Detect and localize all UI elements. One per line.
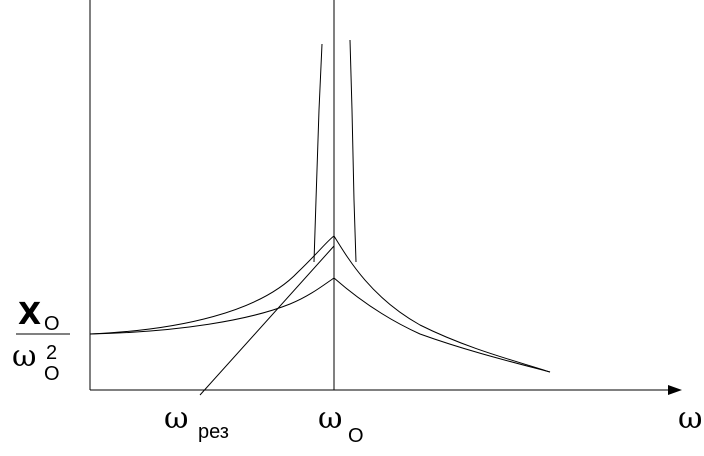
y-label-num-sub: O xyxy=(44,313,60,335)
omega0-label: ω O xyxy=(318,401,364,447)
curve-small-damping xyxy=(89,235,551,373)
x-axis-label: ω xyxy=(678,401,702,436)
y-label-den-sub: O xyxy=(44,363,60,385)
curve-no-damping-right xyxy=(349,39,357,263)
x-axis-arrowhead xyxy=(668,385,682,395)
y-label-num-main: X xyxy=(18,297,41,332)
y-axis-label: X O ω 2 O xyxy=(12,297,70,385)
curve-large-damping xyxy=(89,277,551,373)
curve-no-damping-left xyxy=(313,43,323,263)
omega0-main: ω xyxy=(318,401,342,436)
omega-res-label: ω рез xyxy=(164,401,229,443)
omega-res-pointer-line xyxy=(199,245,335,396)
omega-res-main: ω xyxy=(164,401,188,436)
omega0-sub: O xyxy=(348,425,364,447)
omega-res-sub: рез xyxy=(198,421,229,443)
y-label-den-sup: 2 xyxy=(46,342,57,364)
y-label-den-main: ω xyxy=(12,339,36,374)
